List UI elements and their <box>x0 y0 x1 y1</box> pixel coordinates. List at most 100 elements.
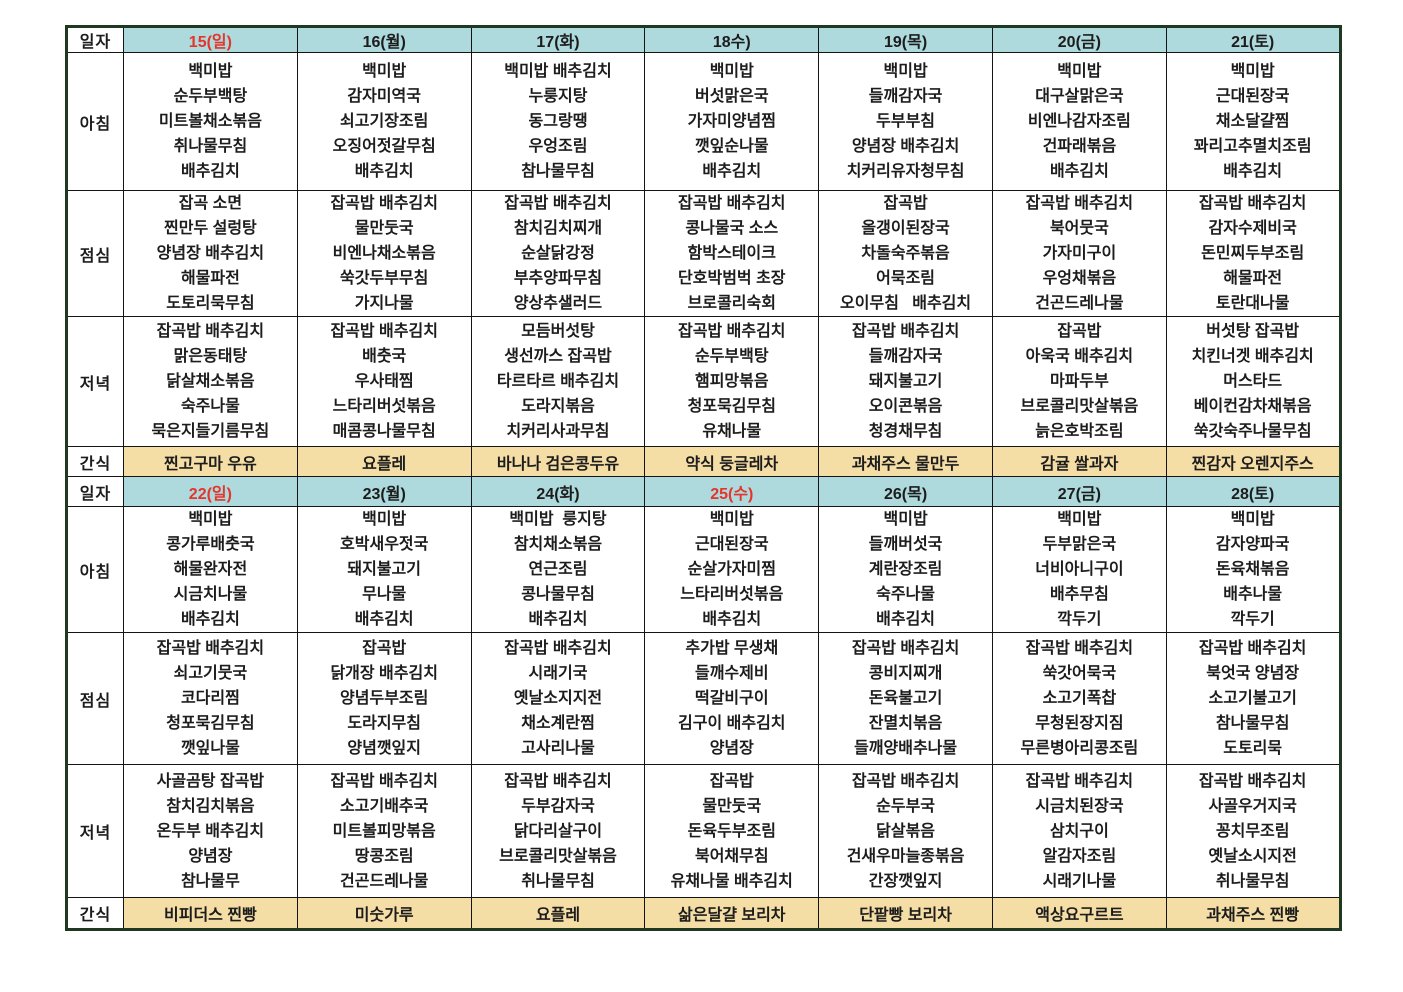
lunch-menu-cell: 잡곡밥 올갱이된장국 차돌숙주볶음 어묵조림 오이무침 배추김치 <box>818 190 993 317</box>
menu-line: 북어채무침 <box>694 847 769 865</box>
menu-line: 들깨감자국 <box>868 88 943 105</box>
lunch-menu-cell: 잡곡밥 배추김치 북어뭇국 가자미구이 우엉채볶음 건곤드레나물 <box>991 190 1167 317</box>
breakfast-menu-cell: 백미밥 순두부백탕 미트볼채소볶음 취나물무침 배추김치 <box>123 52 298 191</box>
menu-line: 마파두부 <box>1049 373 1109 390</box>
menu-line: 백미밥 <box>1230 63 1275 80</box>
menu-line: 동그랑땡 <box>528 113 588 130</box>
menu-line: 들깨수제비 <box>694 665 769 682</box>
menu-line: 배추김치 <box>354 163 414 180</box>
menu-line: 잔멸치볶음 <box>868 715 943 732</box>
menu-line: 쇠고기뭇국 <box>173 665 248 682</box>
menu-line: 들깨버섯국 <box>868 536 943 553</box>
menu-line: 취나물무침 <box>1215 872 1290 890</box>
menu-line: 비엔나채소볶음 <box>332 245 436 262</box>
menu-line: 느타리버섯볶음 <box>332 398 436 415</box>
menu-line: 쑥갓어묵국 <box>1042 665 1117 682</box>
menu-line: 치커리사과무침 <box>506 423 610 440</box>
menu-line: 깻잎나물 <box>180 740 240 757</box>
menu-line: 비엔나감자조림 <box>1027 113 1131 130</box>
menu-line: 감자양파국 <box>1215 536 1290 553</box>
dinner-menu-cell: 잡곡밥 배추김치 사골우거지국 꽁치무조림 옛날소시지전 취나물무침 <box>1165 764 1341 898</box>
menu-line: 늙은호박조림 <box>1035 423 1124 440</box>
dinner-menu-cell: 버섯탕 잡곡밥 치킨너겟 배추김치 머스타드 베이컨감차채볶음 쑥갓숙주나물무침 <box>1165 316 1341 447</box>
lunch-menu-cell: 잡곡밥 배추김치 북엇국 양념장 소고기불고기 참나물무침 도토리묵 <box>1165 632 1341 765</box>
menu-line: 백미밥 <box>362 63 407 80</box>
menu-line: 쇠고기장조림 <box>340 113 429 130</box>
menu-line: 베이컨감차채볶음 <box>1193 398 1312 415</box>
menu-line: 배추김치 <box>528 611 588 628</box>
date-cell: 24(화) <box>470 476 646 507</box>
menu-line: 들깨양배추나물 <box>854 740 958 757</box>
dinner-row-label: 저녁 <box>66 764 124 898</box>
menu-line: 계란장조림 <box>868 561 943 578</box>
snack-cell: 과채주스 찐빵 <box>1165 897 1341 930</box>
menu-table-body: 일자 15(일) 16(월) 17(화) 18수) 19(목) 20(금) 21(토) 아침 백미… <box>66 26 1341 930</box>
menu-line: 가자미양념찜 <box>687 113 776 130</box>
menu-line: 백미밥 <box>709 63 754 80</box>
menu-line: 두부감자국 <box>521 797 595 815</box>
menu-line: 배추김치 <box>702 611 762 628</box>
menu-line: 잡곡밥 배추김치 <box>1198 195 1307 212</box>
date-cell: 22(일) <box>123 476 298 507</box>
menu-line: 콩나물무침 <box>521 586 595 603</box>
menu-line: 치킨너겟 배추김치 <box>1191 348 1314 365</box>
menu-line: 물만둣국 <box>702 797 762 815</box>
menu-line: 배추나물 <box>1223 586 1283 603</box>
menu-line: 양념두부조림 <box>340 690 429 707</box>
menu-line: 호박새우젓국 <box>340 536 429 553</box>
menu-line: 순살닭강정 <box>521 245 595 262</box>
menu-line: 배추김치 <box>1223 163 1283 180</box>
menu-line: 잡곡밥 배추김치 <box>156 640 265 657</box>
menu-line: 백미밥 배추김치 <box>504 63 612 80</box>
menu-line: 오이무침 배추김치 <box>840 295 972 312</box>
menu-line: 타르타르 배추김치 <box>496 373 620 390</box>
menu-line: 배추김치 <box>702 163 762 180</box>
menu-line: 브로콜리맛살볶음 <box>499 847 617 865</box>
dinner-menu-cell: 잡곡밥 배추김치 배춧국 우사태찜 느타리버섯볶음 매콤콩나물무침 <box>296 316 472 447</box>
menu-line: 양념장 <box>188 847 233 865</box>
menu-line: 취나물무침 <box>521 872 595 890</box>
snack-cell: 요플레 <box>470 897 646 930</box>
menu-line: 해물파전 <box>1223 270 1283 287</box>
breakfast-menu-cell: 백미밥 룽지탕 참치채소볶음 연근조림 콩나물무침 배추김치 <box>470 506 646 633</box>
menu-line: 꽈리고추멸치조림 <box>1193 138 1312 155</box>
menu-line: 무른병아리콩조림 <box>1020 740 1139 757</box>
snack-cell: 미숫가루 <box>296 897 472 930</box>
menu-line: 잡곡밥 배추김치 <box>1025 640 1134 657</box>
menu-line: 근대된장국 <box>1215 88 1290 105</box>
menu-line: 콩나물국 소스 <box>685 220 779 237</box>
menu-line: 브로콜리맛살볶음 <box>1020 398 1139 415</box>
menu-line: 잡곡밥 배추김치 <box>156 323 265 340</box>
menu-line: 닭다리살구이 <box>513 822 603 840</box>
menu-line: 잡곡밥 배추김치 <box>678 323 786 340</box>
menu-line: 잡곡밥 배추김치 <box>1198 640 1307 657</box>
menu-line: 잡곡밥 <box>883 195 928 212</box>
menu-line: 순두부백탕 <box>173 88 248 105</box>
menu-line: 햄피망볶음 <box>694 373 769 390</box>
menu-line: 잡곡밥 배추김치 <box>330 195 438 212</box>
snack-cell: 단팥빵 보리차 <box>818 897 993 930</box>
menu-line: 배추김치 <box>180 611 240 628</box>
menu-line: 양념장 <box>709 740 754 757</box>
menu-line: 두부부침 <box>876 113 936 130</box>
menu-line: 버섯탕 잡곡밥 <box>1206 323 1300 340</box>
menu-line: 아욱국 배추김치 <box>1025 348 1134 365</box>
menu-line: 두부맑은국 <box>1042 536 1117 553</box>
menu-line: 잡곡 소면 <box>178 195 243 212</box>
menu-line: 미트볼피망볶음 <box>332 822 436 840</box>
breakfast-menu-cell: 백미밥 감자양파국 돈육채볶음 배추나물 깍두기 <box>1165 506 1341 633</box>
lunch-menu-cell: 잡곡밥 배추김치 참치김치찌개 순살닭강정 부추양파무침 양상추샐러드 <box>470 190 646 317</box>
snack-row-label: 간식 <box>66 897 124 930</box>
menu-line: 백미밥 <box>1230 511 1275 528</box>
menu-line: 사골우거지국 <box>1208 797 1297 815</box>
menu-line: 백미밥 <box>188 511 233 528</box>
date-cell: 17(화) <box>470 26 646 53</box>
menu-line: 닭개장 배추김치 <box>330 665 438 682</box>
menu-line: 시래기나물 <box>1042 872 1117 890</box>
snack-cell: 액상요구르트 <box>991 897 1167 930</box>
menu-line: 건파래볶음 <box>1042 138 1117 155</box>
menu-line: 함박스테이크 <box>687 245 776 262</box>
menu-line: 배추김치 <box>1049 163 1109 180</box>
menu-line: 꽁치무조림 <box>1215 822 1290 840</box>
menu-line: 양념장 배추김치 <box>851 138 960 155</box>
